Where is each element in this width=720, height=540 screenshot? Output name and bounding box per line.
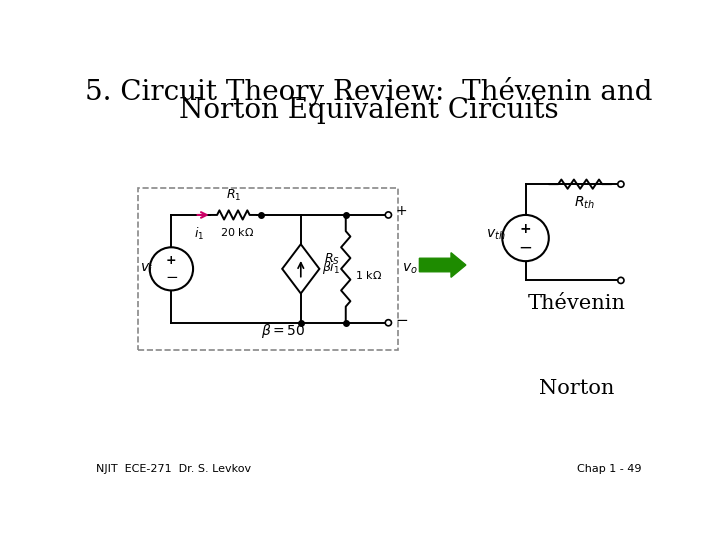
Text: 5. Circuit Theory Review:  Thévenin and: 5. Circuit Theory Review: Thévenin and (85, 77, 653, 106)
Text: Norton Equivalent Circuits: Norton Equivalent Circuits (179, 98, 559, 125)
Circle shape (503, 215, 549, 261)
Text: $R_{th}$: $R_{th}$ (574, 194, 595, 211)
Text: Thévenin: Thévenin (528, 294, 626, 313)
Text: −: − (395, 313, 408, 328)
Text: $R_1$: $R_1$ (225, 188, 241, 204)
Text: 1 k$\Omega$: 1 k$\Omega$ (355, 269, 382, 281)
Bar (138, 188, 398, 350)
Text: $\beta = 50$: $\beta = 50$ (261, 322, 306, 340)
Text: NJIT  ECE-271  Dr. S. Levkov: NJIT ECE-271 Dr. S. Levkov (96, 464, 251, 475)
FancyArrow shape (419, 253, 466, 278)
Circle shape (385, 212, 392, 218)
Text: +: + (166, 254, 176, 267)
Text: 20 k$\Omega$: 20 k$\Omega$ (220, 226, 254, 239)
Circle shape (618, 181, 624, 187)
Circle shape (150, 247, 193, 291)
Text: $\beta i_1$: $\beta i_1$ (323, 259, 341, 276)
Text: −: − (518, 238, 533, 256)
Text: $R_S$: $R_S$ (324, 252, 340, 267)
Text: −: − (165, 270, 178, 285)
Text: Norton: Norton (539, 379, 615, 397)
Text: +: + (520, 222, 531, 236)
Circle shape (385, 320, 392, 326)
Circle shape (618, 278, 624, 284)
Text: $v_{th}$: $v_{th}$ (486, 228, 506, 242)
Text: $i_1$: $i_1$ (194, 226, 204, 242)
Text: $v_i$: $v_i$ (140, 262, 153, 276)
Text: +: + (395, 204, 407, 218)
Text: $v_o$: $v_o$ (402, 262, 418, 276)
Text: Chap 1 - 49: Chap 1 - 49 (577, 464, 642, 475)
